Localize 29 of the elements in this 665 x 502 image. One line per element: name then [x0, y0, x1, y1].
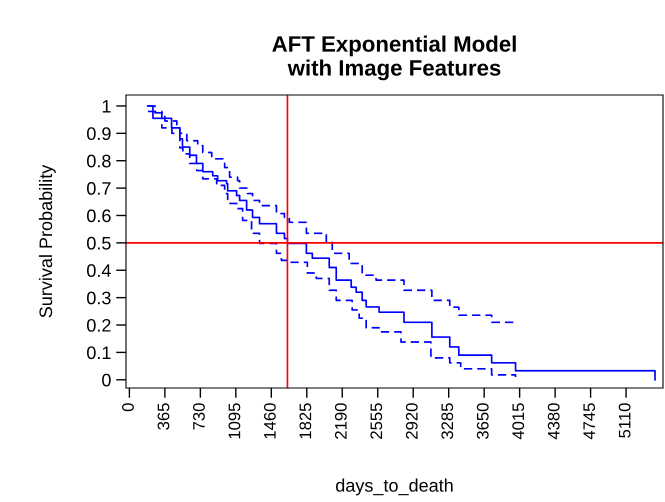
- y-tick-label: 0.6: [87, 209, 111, 222]
- y-tick-label: 0.2: [87, 318, 111, 332]
- x-axis-title: days_to_death: [336, 478, 453, 496]
- x-tick-label: 5110: [618, 403, 631, 438]
- x-tick-label: 4015: [512, 403, 524, 440]
- x-tick-label: 2920: [406, 403, 418, 439]
- y-tick-label: 0.4: [87, 264, 111, 277]
- x-tick-label: 2190: [334, 403, 347, 439]
- y-tick-label: 0.1: [87, 346, 111, 360]
- x-tick-label: 2555: [370, 403, 382, 439]
- y-tick-label: 0.7: [87, 182, 111, 195]
- y-tick-label: 0.5: [87, 236, 111, 250]
- x-tick-label: 3285: [441, 403, 454, 440]
- x-tick-label: 1825: [299, 403, 312, 438]
- y-tick-label: 0: [102, 374, 111, 387]
- x-tick-label: 4745: [583, 403, 596, 440]
- x-tick-label: 1095: [228, 403, 240, 438]
- chart-title: AFT Exponential Model with Image Features: [272, 36, 516, 80]
- y-axis-title: Survival Probability: [38, 164, 56, 318]
- x-tick-label: 730: [193, 403, 205, 430]
- y-tick-label: 0.9: [87, 127, 111, 140]
- x-tick-label: 365: [158, 403, 170, 430]
- x-tick-label: 4380: [548, 403, 560, 440]
- x-tick-label: 3650: [476, 403, 489, 440]
- x-tick-label: 0: [122, 403, 134, 412]
- y-tick-label: 0.8: [87, 154, 111, 168]
- y-tick-label: 1: [102, 100, 111, 112]
- y-tick-label: 0.3: [87, 292, 111, 304]
- x-tick-label: 1460: [264, 403, 276, 438]
